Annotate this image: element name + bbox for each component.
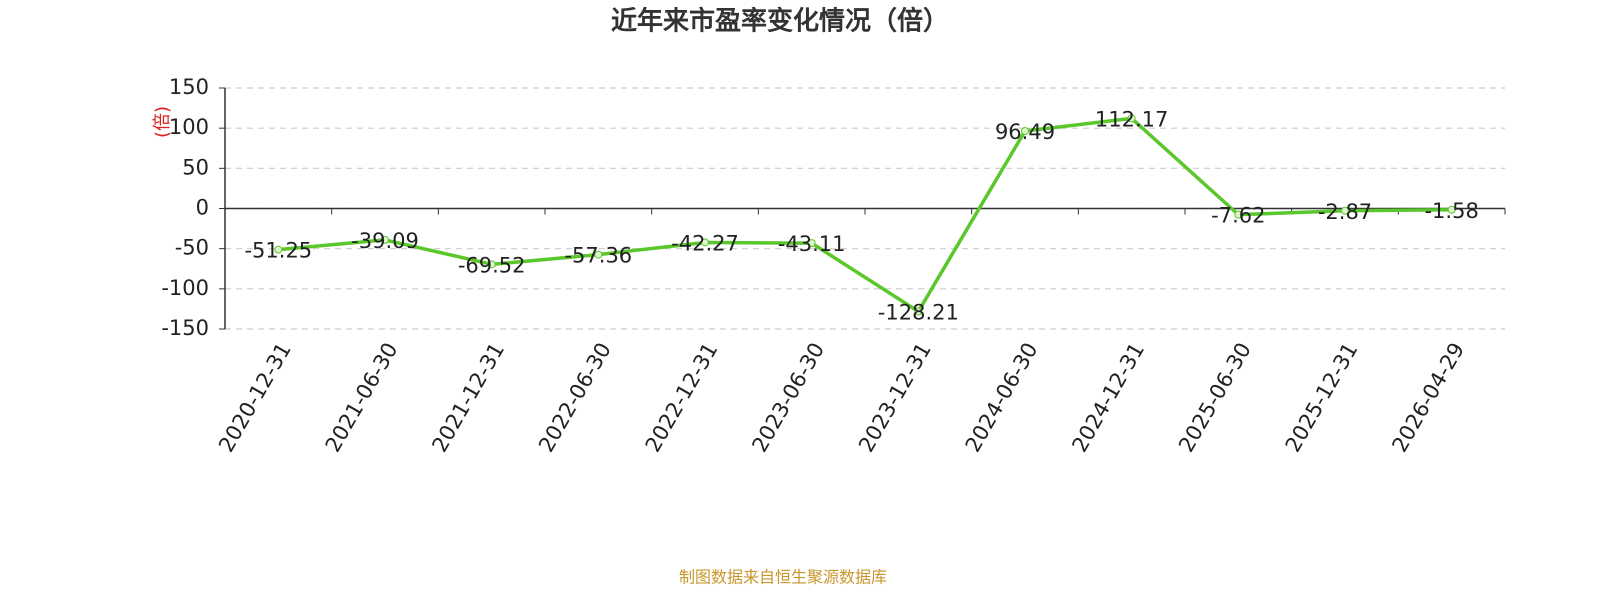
data-label: -51.25: [244, 239, 312, 263]
x-tick-label: 2023-12-31: [854, 339, 936, 457]
x-tick-label: 2022-06-30: [534, 339, 616, 457]
data-label: 112.17: [1095, 107, 1168, 131]
point: [274, 245, 283, 254]
x-tick-label: 2024-06-30: [961, 339, 1043, 457]
x-tick-label: 2025-12-31: [1281, 339, 1363, 457]
y-axis-label: (倍): [152, 106, 173, 138]
footer: 制图数据来自恒生聚源数据库: [679, 568, 887, 587]
point: [701, 238, 709, 247]
data-label: -7.62: [1211, 204, 1265, 228]
point: [1021, 126, 1029, 135]
y-tick-label: 150: [169, 75, 209, 99]
data-label: 96.49: [995, 120, 1055, 144]
data-label: -39.09: [351, 229, 419, 253]
x-tick-label: 2025-06-30: [1174, 339, 1256, 457]
x-tick-label: 2021-12-31: [427, 339, 509, 457]
point: [594, 250, 603, 259]
point: [1447, 205, 1456, 214]
x-tick-label: 2023-06-30: [747, 339, 829, 457]
point: [914, 307, 923, 316]
point: [381, 235, 389, 244]
x-tick-label: 2022-12-31: [641, 339, 723, 457]
data-label: -43.11: [778, 232, 846, 256]
data-label: -1.58: [1424, 199, 1478, 223]
chart-title: 近年来市盈率变化情况（倍）: [611, 6, 949, 37]
x-tick-label: 2026-04-29: [1387, 339, 1469, 457]
line-series: [278, 116, 1452, 314]
y-tick-label: 50: [182, 155, 209, 179]
y-tick-label: 0: [196, 196, 209, 220]
point: [1341, 206, 1349, 215]
point: [487, 260, 496, 269]
point: [1234, 210, 1243, 219]
data-label: -128.21: [878, 300, 959, 324]
y-tick-label: 100: [169, 115, 209, 139]
point: [1127, 114, 1136, 123]
data-label: -57.36: [564, 244, 632, 268]
x-tick-label: 2021-06-30: [321, 339, 403, 457]
data-label: -2.87: [1318, 200, 1372, 224]
data-label: -42.27: [671, 231, 739, 255]
y-tick-label: -150: [161, 316, 209, 340]
y-tick-label: -100: [161, 276, 209, 300]
x-tick-label: 2024-12-31: [1067, 339, 1149, 457]
x-tick-label: 2020-12-31: [214, 339, 296, 457]
y-tick-label: -50: [175, 236, 209, 260]
data-label: -69.52: [458, 253, 526, 277]
point: [807, 239, 816, 248]
